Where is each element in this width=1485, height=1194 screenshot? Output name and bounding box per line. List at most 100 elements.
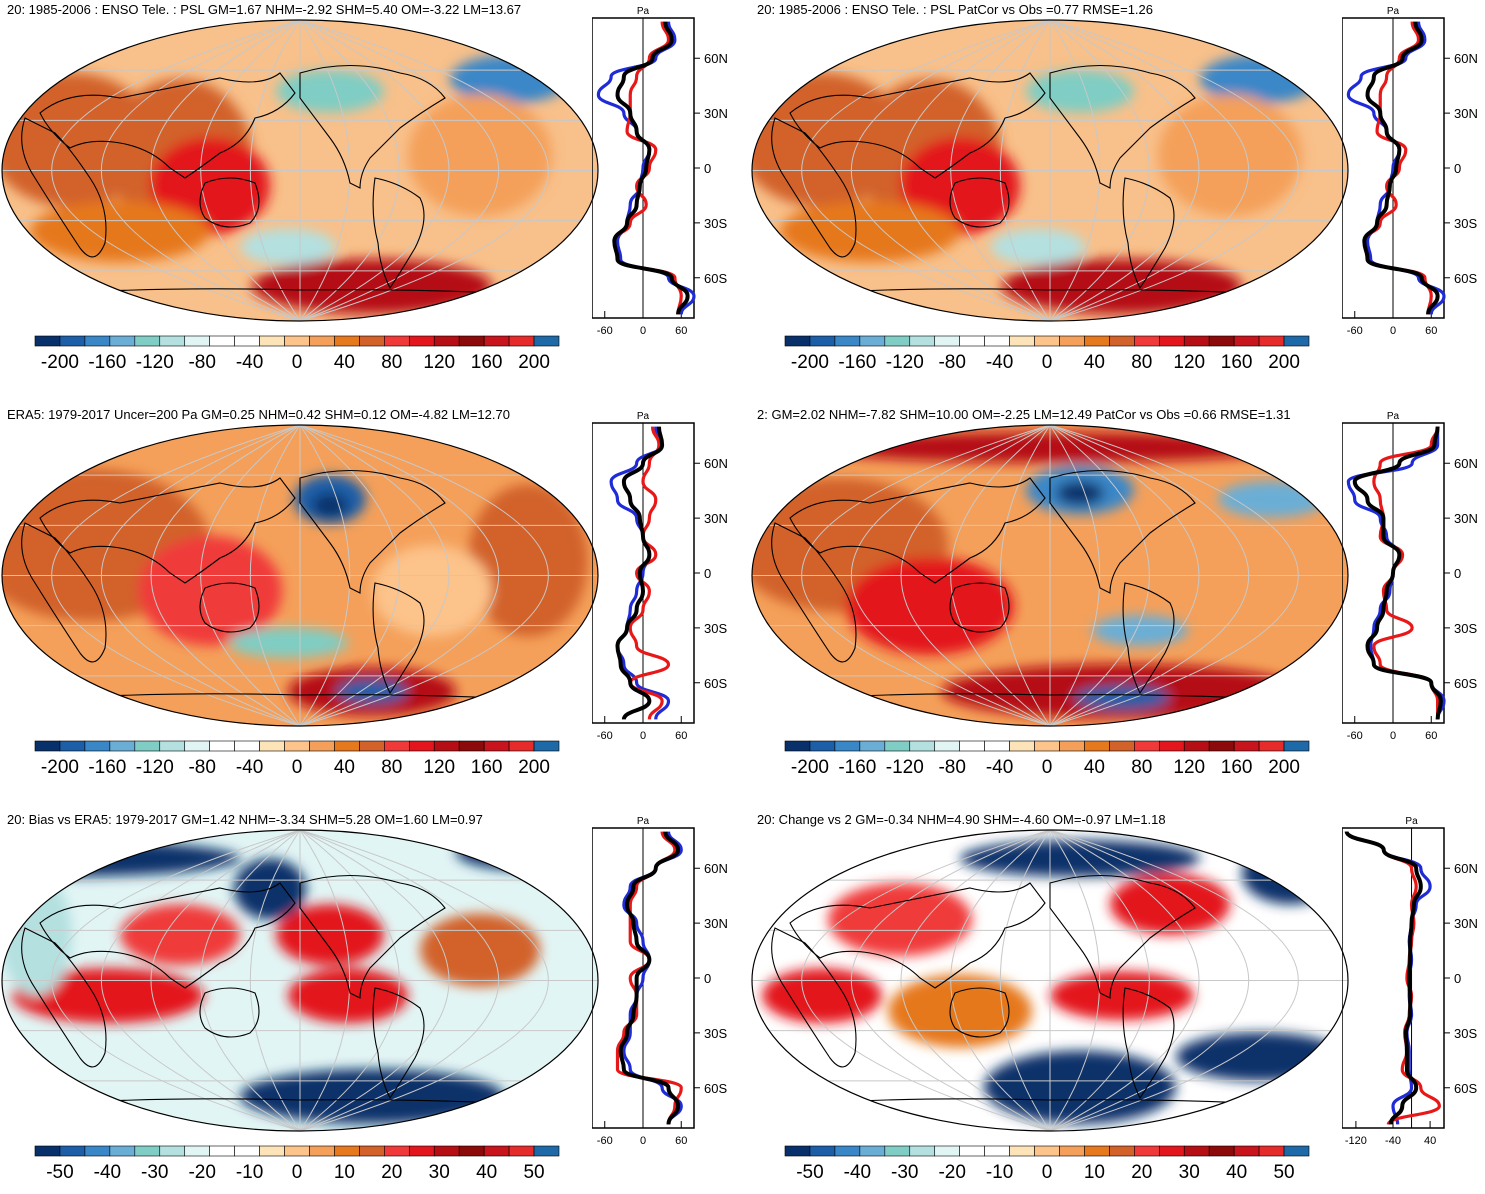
colorbar-tick-label: 30 (429, 1162, 450, 1183)
colorbar-tick-label: 80 (1131, 352, 1152, 373)
colorbar-tick-label: 200 (518, 352, 550, 373)
field-contour (888, 974, 1032, 1048)
graticule-meridian (100, 425, 301, 726)
colorbar-box (834, 740, 861, 752)
colorbar-box (184, 740, 210, 752)
colorbar-box (508, 740, 535, 752)
colorbar-tick-label: -80 (188, 352, 215, 373)
colorbar-tick-label: -80 (938, 352, 965, 373)
field-contour (828, 882, 972, 957)
profile-line-black (612, 21, 690, 315)
colorbar-tick-label: 50 (1273, 1162, 1294, 1183)
colorbar-tick-label: 160 (471, 757, 503, 778)
map-panel (1, 19, 599, 322)
colorbar-box (1258, 335, 1285, 347)
latitude-tick-label: 30S (1454, 216, 1477, 231)
colorbar-box (384, 1145, 410, 1157)
colorbar-box (533, 335, 560, 347)
colorbar-tick-label: -80 (938, 757, 965, 778)
graticule-meridian (51, 20, 301, 321)
colorbar: -50 -40 -30 -20 -10 0 10 20 30 40 50 (784, 1145, 1310, 1183)
graticule-meridian (1049, 20, 1150, 321)
colorbar-box (1059, 740, 1085, 752)
coastline (299, 470, 446, 594)
graticule-meridian (51, 830, 301, 1131)
coastline (299, 65, 446, 189)
colorbar-box (1134, 1145, 1160, 1157)
graticule-meridian (299, 20, 450, 321)
colorbar-box (1109, 335, 1135, 347)
colorbar-box (1059, 1145, 1085, 1157)
graticule-meridian (299, 425, 351, 726)
zonal-mean-profile: Pa 60N 30N 0 30S 60S -60 0 60 (592, 816, 728, 1147)
colorbar-tick-label: 30 (1179, 1162, 1200, 1183)
colorbar-tick-label: 20 (1131, 1162, 1152, 1183)
coastline (1049, 470, 1196, 594)
graticule-meridian (249, 425, 301, 726)
colorbar-tick-label: 50 (523, 1162, 544, 1183)
map-panel (1, 424, 599, 727)
latitude-tick-label: 30N (1454, 106, 1478, 121)
latitude-tick-label: 30S (1454, 1026, 1477, 1041)
colorbar-tick-label: -200 (41, 352, 79, 373)
colorbar-tick-label: -30 (141, 1162, 168, 1183)
colorbar-tick-label: 80 (381, 352, 402, 373)
colorbar-box (359, 1145, 385, 1157)
latitude-tick-label: 0 (704, 161, 711, 176)
graticule-meridian (200, 830, 301, 1131)
colorbar-tick-label: 0 (1042, 1162, 1053, 1183)
coastline (39, 882, 296, 989)
colorbar-box (809, 1145, 836, 1157)
graticule-meridian (150, 20, 301, 321)
colorbar-tick-label: 120 (1173, 757, 1205, 778)
colorbar-tick-label: 40 (334, 352, 355, 373)
colorbar-tick-label: 20 (381, 1162, 402, 1183)
colorbar-box (909, 1145, 936, 1157)
field-contour (1050, 971, 1194, 1021)
value-tick-label: -120 (1345, 1135, 1367, 1147)
colorbar-box (109, 335, 136, 347)
latitude-tick-label: 0 (704, 566, 711, 581)
graticule-meridian (299, 425, 400, 726)
graticule-meridian (200, 20, 301, 321)
field-contour (1074, 685, 1170, 710)
coastline (21, 927, 107, 1068)
colorbar-tick-label: 40 (1226, 1162, 1247, 1183)
colorbar-box (984, 1145, 1010, 1157)
colorbar-box (309, 1145, 335, 1157)
colorbar-tick-label: 200 (1268, 757, 1300, 778)
colorbar-box (483, 335, 510, 347)
colorbar-box (433, 1145, 460, 1157)
latitude-tick-label: 60N (704, 861, 728, 876)
colorbar-box (84, 740, 111, 752)
field-contour (252, 258, 492, 314)
colorbar-box (1233, 335, 1260, 347)
colorbar-tick-label: -160 (88, 757, 126, 778)
colorbar-tick-label: -50 (46, 1162, 73, 1183)
colorbar-box (1208, 740, 1235, 752)
graticule-meridian (850, 830, 1051, 1131)
field-contour (1092, 615, 1188, 646)
colorbar: -200 -160 -120 -80 -40 0 40 80 120 160 200 (34, 740, 560, 778)
value-tick-label: 0 (640, 1135, 646, 1147)
graticule-meridian (1049, 830, 1101, 1131)
field-contour (228, 627, 348, 658)
colorbar-box (1034, 1145, 1060, 1157)
latitude-tick-label: 30S (704, 621, 727, 636)
latitude-tick-label: 30N (704, 916, 728, 931)
value-tick-label: 0 (640, 325, 646, 337)
graticule-meridian (1049, 20, 1101, 321)
latitude-tick-label: 60S (1454, 1081, 1477, 1096)
field-contour (30, 201, 210, 262)
graticule-meridian (299, 830, 450, 1131)
graticule-meridian (299, 425, 549, 726)
colorbar-tick-label: -30 (891, 1162, 918, 1183)
colorbar-box (1183, 1145, 1210, 1157)
colorbar-tick-label: 120 (1173, 352, 1205, 373)
colorbar-box (309, 740, 335, 752)
colorbar-box (1109, 1145, 1135, 1157)
latitude-tick-label: 30N (1454, 916, 1478, 931)
colorbar-box (984, 335, 1010, 347)
colorbar-tick-label: -10 (236, 1162, 263, 1183)
field-contour (336, 679, 408, 704)
